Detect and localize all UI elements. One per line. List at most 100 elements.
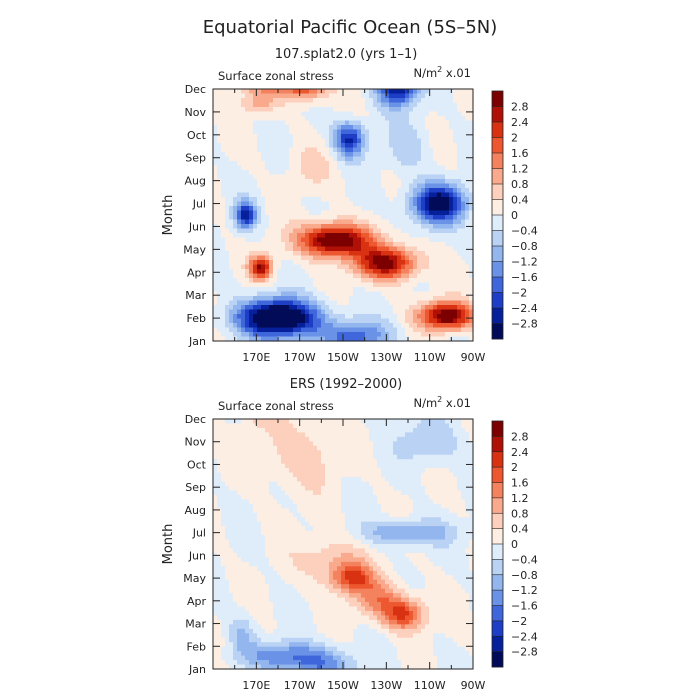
field-cell — [217, 116, 222, 122]
field-cell — [365, 481, 370, 487]
field-cell — [341, 264, 346, 270]
field-cell — [245, 282, 250, 288]
field-cell — [425, 494, 430, 500]
field-cell — [457, 192, 462, 198]
field-cell — [413, 120, 418, 126]
field-cell — [469, 273, 474, 279]
field-cell — [273, 278, 278, 284]
field-cell — [433, 432, 438, 438]
field-cell — [361, 98, 366, 104]
field-cell — [433, 237, 438, 243]
field-cell — [417, 454, 422, 460]
field-cell — [277, 138, 282, 144]
field-cell — [349, 179, 354, 185]
field-cell — [281, 134, 286, 140]
field-cell — [321, 156, 326, 162]
field-cell — [249, 174, 254, 180]
field-cell — [301, 102, 306, 108]
field-cell — [373, 278, 378, 284]
field-cell — [273, 120, 278, 126]
field-cell — [405, 273, 410, 279]
field-cell — [381, 111, 386, 117]
field-cell — [229, 210, 234, 216]
field-cell — [377, 463, 382, 469]
field-cell — [333, 219, 338, 225]
field-cell — [297, 468, 302, 474]
panel-title: ERS (1992–2000) — [290, 377, 402, 392]
field-cell — [237, 468, 242, 474]
field-cell — [397, 237, 402, 243]
field-cell — [257, 233, 262, 239]
field-cell — [245, 273, 250, 279]
field-cell — [257, 201, 262, 207]
field-cell — [313, 481, 318, 487]
field-cell — [233, 129, 238, 135]
field-cell — [377, 219, 382, 225]
field-cell — [421, 192, 426, 198]
field-cell — [465, 296, 470, 302]
field-cell — [385, 459, 390, 465]
field-cell — [397, 179, 402, 185]
field-cell — [461, 490, 466, 496]
field-cell — [433, 463, 438, 469]
field-cell — [301, 147, 306, 153]
field-cell — [369, 278, 374, 284]
field-cell — [425, 287, 430, 293]
field-cell — [265, 210, 270, 216]
field-cell — [253, 454, 258, 460]
field-cell — [317, 436, 322, 442]
field-cell — [217, 147, 222, 153]
field-cell — [217, 233, 222, 239]
field-cell — [393, 287, 398, 293]
field-cell — [373, 246, 378, 252]
field-cell — [349, 332, 354, 338]
field-cell — [285, 215, 290, 221]
field-cell — [417, 436, 422, 442]
field-cell — [221, 305, 226, 311]
field-cell — [297, 494, 302, 500]
field-cell — [389, 138, 394, 144]
field-cell — [421, 314, 426, 320]
field-cell — [445, 314, 450, 320]
field-cell — [241, 305, 246, 311]
field-cell — [385, 477, 390, 483]
field-cell — [309, 296, 314, 302]
field-cell — [457, 278, 462, 284]
field-cell — [297, 454, 302, 460]
field-cell — [361, 89, 366, 95]
colorbar-swatch — [492, 168, 503, 185]
field-cell — [369, 228, 374, 234]
field-cell — [337, 156, 342, 162]
field-cell — [445, 260, 450, 266]
field-cell — [437, 111, 442, 117]
field-cell — [377, 183, 382, 189]
field-cell — [217, 282, 222, 288]
field-cell — [309, 287, 314, 293]
field-cell — [393, 129, 398, 135]
field-cell — [405, 282, 410, 288]
field-cell — [405, 183, 410, 189]
field-cell — [249, 161, 254, 167]
field-cell — [229, 201, 234, 207]
field-cell — [445, 264, 450, 270]
field-cell — [333, 459, 338, 465]
field-cell — [237, 463, 242, 469]
field-cell — [233, 264, 238, 270]
field-cell — [457, 300, 462, 306]
field-cell — [241, 152, 246, 158]
field-cell — [445, 472, 450, 478]
field-cell — [341, 314, 346, 320]
field-cell — [229, 314, 234, 320]
field-cell — [445, 210, 450, 216]
field-cell — [393, 485, 398, 492]
field-cell — [273, 125, 278, 131]
field-cell — [317, 152, 322, 158]
field-cell — [465, 441, 470, 447]
field-cell — [277, 255, 282, 261]
field-cell — [413, 255, 418, 261]
field-cell — [329, 450, 334, 456]
field-cell — [313, 318, 318, 324]
field-cell — [337, 427, 342, 433]
field-cell — [277, 134, 282, 140]
field-cell — [425, 282, 430, 288]
